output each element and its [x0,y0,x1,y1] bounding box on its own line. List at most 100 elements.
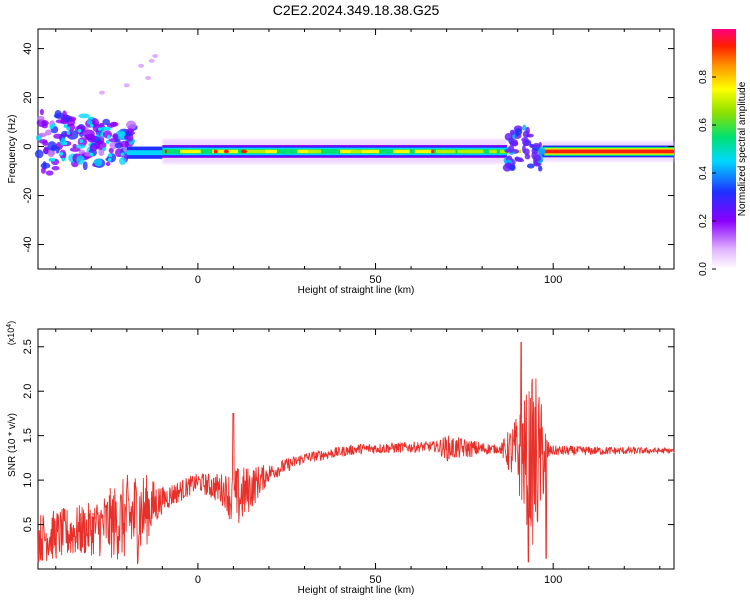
snr-ytick-label: 1.5 [22,428,34,443]
colorbar: 0.0 0.2 0.4 0.6 0.8 Normalized spectral ampl… [698,29,748,276]
spectrogram-blob [108,147,114,154]
snr-xlabel: Height of straight line (km) [298,585,415,596]
spectrogram-blob [526,133,534,138]
spectrogram-xlabel: Height of straight line (km) [298,285,415,296]
spectrogram-blob [40,167,46,174]
spectrogram-blob [532,154,542,162]
spectrogram-hotspot [52,123,56,127]
colorbar-ticks: 0.0 0.2 0.4 0.6 0.8 [698,70,716,276]
spectrogram-hotspot [79,139,84,144]
spectrogram-patch [297,149,315,154]
colorbar-tick-label: 0.8 [698,70,709,84]
spectrogram-hotspot [102,147,107,152]
spectrogram-ytick-label: -20 [22,188,34,204]
spectrogram-blob [76,155,85,165]
spectrogram-patch [180,149,201,154]
spectrogram-blob [102,118,111,126]
spectrogram-blob [86,120,93,125]
spectrogram-outlier [123,83,130,88]
snr-xtick-label: 50 [369,574,381,586]
spectrogram-outlier [148,58,155,63]
spectrogram-blob [521,137,529,143]
spectrogram-panel: 0 50 100 -40 -20 0 20 40 Height of straight lin… [7,28,675,296]
spectrogram-blob [112,122,117,127]
spectrogram-blob [40,162,51,169]
spectrogram-blob [78,113,90,119]
spectrogram-band [126,150,163,156]
snr-ytick-label: 2.0 [22,384,34,399]
snr-ytick-label: 1.0 [22,472,34,487]
snr-series-line [37,341,675,565]
spectrogram-hotspot [103,126,108,131]
spectrogram-patch [265,149,277,154]
spectrogram-blob [510,139,519,147]
spectrogram-xtick-label: 0 [195,274,201,286]
spectrogram-hotspot [107,157,112,162]
spectrogram-blob [125,120,137,130]
spectrogram-blob [525,126,530,135]
spectrogram-peak [164,149,167,154]
spectrogram-hotspot [106,135,111,139]
spectrogram-peak [223,149,229,154]
spectrogram-xtick-label: 100 [544,274,562,286]
spectrogram-patch [244,149,269,154]
spectrogram-axes: 0 50 100 -40 -20 0 20 40 [22,29,674,286]
spectrogram-peak [213,149,218,154]
snr-multiplier: (x104) [6,321,16,345]
spectrogram-blob [48,151,56,156]
spectrogram-blob [51,165,60,171]
spectrogram-blob [93,158,103,167]
spectrogram-blob [53,133,63,139]
spectrogram-blob [509,129,516,136]
spectrogram-patch [308,149,322,154]
colorbar-tick-label: 0.4 [698,166,709,180]
spectrogram-hotspot [61,157,66,162]
spectrogram-peak [430,149,434,154]
spectrogram-hotspot [89,152,94,157]
colorbar-gradient [712,29,736,269]
spectrogram-hotspot [48,158,53,162]
spectrogram-hotspot [107,126,111,131]
spectrogram-blob [55,119,67,124]
snr-marks [37,341,675,565]
spectrogram-ytick-label: -40 [22,237,34,253]
spectrogram-ytick-label: 40 [22,42,34,54]
spectrogram-blob [62,110,67,118]
spectrogram-blob [36,118,47,127]
spectrogram-hotspot [59,152,64,156]
spectrogram-blob [94,141,107,150]
spectrogram-patch [467,149,484,154]
spectrogram-blob [83,129,95,139]
spectrogram-outlier [145,75,152,80]
spectrogram-marks [34,53,674,176]
spectrogram-blob [105,161,111,167]
spectrogram-outlier [152,53,159,58]
spectrogram-blob [47,141,57,151]
spectrogram-hotspot [120,152,125,156]
spectrogram-blob [524,153,531,160]
colorbar-label: Normalized spectral amplitude [737,81,748,216]
spectrogram-strong-band [542,149,674,154]
spectrogram-hotspot [77,128,82,133]
spectrogram-hotspot [66,126,71,131]
spectrogram-blob [118,157,127,165]
snr-xtick-label: 100 [544,574,562,586]
spectrogram-blob [82,161,88,171]
spectrogram-blob [504,133,513,141]
spectrogram-outlier [138,63,145,68]
spectrogram-blob [37,115,45,121]
snr-ylabel: SNR (10 * v/v) [7,413,18,477]
spectrogram-blob [529,144,535,148]
spectrogram-blob [42,140,49,146]
snr-xtick-label: 0 [195,574,201,586]
spectrogram-patch [414,149,434,154]
spectrogram-blob [39,108,44,116]
spectrogram-blob [55,145,60,154]
spectrogram-hotspot [105,140,110,144]
spectrogram-blob [72,143,78,149]
spectrogram-hotspot [98,127,102,131]
spectrogram-blob [125,132,132,137]
chart-title: C2E2.2024.349.18.38.G25 [273,2,440,18]
spectrogram-blob [69,147,81,152]
